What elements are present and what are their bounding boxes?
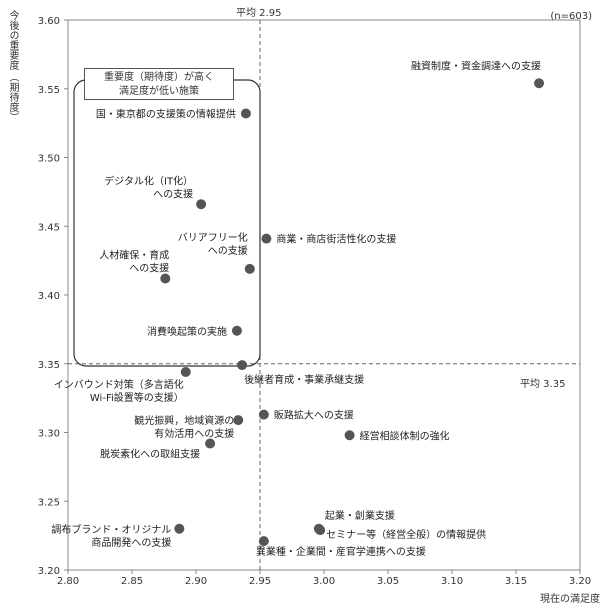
data-point-label: 経営相談体制の強化 bbox=[360, 429, 450, 442]
x-tick-label: 2.85 bbox=[121, 576, 143, 587]
data-point-label-line: 異業種・企業間・産官学連携への支援 bbox=[256, 545, 426, 558]
data-point-label-line: 起業・創業支援 bbox=[325, 509, 395, 522]
data-point-label: 脱炭素化への取組支援 bbox=[100, 448, 200, 461]
axes bbox=[67, 19, 581, 571]
y-tick-label: 3.45 bbox=[38, 222, 60, 233]
data-point bbox=[244, 263, 255, 274]
callout-line: 重要度（期待度）が高く bbox=[104, 72, 214, 83]
data-point-label: 起業・創業支援 bbox=[325, 509, 395, 522]
data-point-label-line: 商業・商店街活性化の支援 bbox=[276, 233, 396, 246]
data-point bbox=[258, 409, 269, 420]
y-axis-title: 今後の重要度 bbox=[7, 10, 18, 70]
data-point-label: セミナー等（経営全般）の情報提供 bbox=[326, 528, 486, 541]
data-point-label: 調布ブランド・オリジナル商品開発への支援 bbox=[51, 523, 171, 549]
data-point-label-line: バリアフリー化 bbox=[178, 231, 248, 244]
data-point bbox=[196, 199, 207, 210]
y-tick-label: 3.25 bbox=[38, 497, 60, 508]
average-x-label: 平均 2.95 bbox=[236, 8, 282, 19]
x-tick-label: 2.80 bbox=[57, 576, 79, 587]
x-tick-label: 2.95 bbox=[249, 576, 271, 587]
sample-size-note: (n=603) bbox=[550, 11, 592, 22]
x-tick-label: 3.15 bbox=[505, 576, 527, 587]
y-tick-label: 3.60 bbox=[38, 16, 60, 27]
y-tick-label: 3.35 bbox=[38, 360, 60, 371]
data-point-label-line: セミナー等（経営全般）の情報提供 bbox=[326, 528, 486, 541]
data-point-label-line: 調布ブランド・オリジナル bbox=[51, 523, 171, 536]
x-tick-label: 2.90 bbox=[185, 576, 207, 587]
y-axis-subtitle: （期待度） bbox=[7, 72, 18, 122]
data-point-label-line: デジタル化（IT化） bbox=[104, 174, 193, 187]
tick-labels: 2.80 2.85 2.90 2.95 3.00 3.05 3.10 3.15 3.20 3.60… bbox=[38, 16, 591, 587]
data-point-label-line: 融資制度・資金調達への支援 bbox=[411, 59, 541, 72]
data-point bbox=[261, 233, 272, 244]
x-tick-label: 3.00 bbox=[313, 576, 335, 587]
data-point bbox=[534, 78, 545, 89]
data-points bbox=[160, 78, 545, 547]
data-point-label-line: 国・東京都の支援策の情報提供 bbox=[96, 108, 236, 121]
y-tick-label: 3.20 bbox=[38, 566, 60, 577]
x-tick-label: 3.10 bbox=[441, 576, 463, 587]
data-point-label-line: 脱炭素化への取組支援 bbox=[100, 448, 200, 461]
data-point-label: 異業種・企業間・産官学連携への支援 bbox=[256, 545, 426, 558]
y-tick-label: 3.50 bbox=[38, 154, 60, 165]
x-tick-label: 3.05 bbox=[377, 576, 399, 587]
data-point bbox=[180, 367, 191, 377]
average-lines bbox=[68, 20, 580, 570]
data-point-label: 人材確保・育成への支援 bbox=[99, 249, 169, 275]
data-point bbox=[160, 273, 171, 284]
data-point-label: デジタル化（IT化）への支援 bbox=[104, 174, 193, 200]
x-tick-label: 3.20 bbox=[569, 576, 591, 587]
data-point bbox=[240, 108, 251, 119]
average-y-label: 平均 3.35 bbox=[520, 379, 566, 390]
data-point bbox=[205, 438, 216, 449]
data-point bbox=[344, 430, 355, 441]
data-point-label-line: 人材確保・育成 bbox=[99, 249, 169, 262]
y-tick-label: 3.55 bbox=[38, 85, 60, 96]
data-point-label-line: 後継者育成・事業承継支援 bbox=[244, 373, 364, 386]
data-point-label-line: への支援 bbox=[208, 244, 248, 257]
data-point-label-line: インバウンド対策（多言語化 bbox=[54, 378, 184, 391]
data-point-label-line: 観光振興，地域資源の bbox=[134, 414, 234, 427]
data-point-label: 融資制度・資金調達への支援 bbox=[411, 59, 541, 72]
y-tick-label: 3.40 bbox=[38, 291, 60, 302]
data-point-label: 国・東京都の支援策の情報提供 bbox=[96, 108, 236, 121]
data-point-label: 観光振興，地域資源の有効活用への支援 bbox=[134, 414, 234, 440]
data-point-label: インバウンド対策（多言語化 Wi-Fi設置等の支援） bbox=[54, 378, 184, 404]
data-point-label-line: への支援 bbox=[153, 187, 193, 200]
data-point-label-line: 販路拡大への支援 bbox=[274, 409, 354, 422]
data-point-label: バリアフリー化への支援 bbox=[178, 231, 248, 257]
callout-line: 満足度が低い施策 bbox=[119, 86, 199, 97]
plot-frame bbox=[67, 19, 581, 571]
data-point-label-line: 商品開発への支援 bbox=[91, 536, 171, 549]
data-point-label: 販路拡大への支援 bbox=[274, 409, 354, 422]
y-tick-label: 3.30 bbox=[38, 429, 60, 440]
data-point-label: 後継者育成・事業承継支援 bbox=[244, 373, 364, 386]
data-point-label-line: Wi-Fi設置等の支援） bbox=[90, 391, 184, 404]
data-point bbox=[233, 415, 244, 426]
data-point-label: 消費喚起策の実施 bbox=[147, 325, 227, 338]
data-point bbox=[174, 523, 185, 534]
data-point-label-line: 有効活用への支援 bbox=[154, 427, 234, 440]
data-point bbox=[237, 360, 248, 371]
data-point-label: 商業・商店街活性化の支援 bbox=[276, 233, 396, 246]
data-point bbox=[315, 525, 326, 536]
highlight-callout: 重要度（期待度）が高く 満足度が低い施策 bbox=[84, 68, 234, 100]
data-point-label-line: への支援 bbox=[129, 262, 169, 275]
x-axis-title: 現在の満足度 bbox=[540, 594, 600, 605]
highlight-region bbox=[73, 79, 261, 367]
data-point bbox=[231, 325, 242, 336]
point-labels: 融資制度・資金調達への支援国・東京都の支援策の情報提供デジタル化（IT化）への支… bbox=[51, 59, 541, 558]
data-point bbox=[258, 536, 269, 547]
data-point-label-line: 消費喚起策の実施 bbox=[147, 325, 227, 338]
data-point-label-line: 経営相談体制の強化 bbox=[360, 429, 450, 442]
